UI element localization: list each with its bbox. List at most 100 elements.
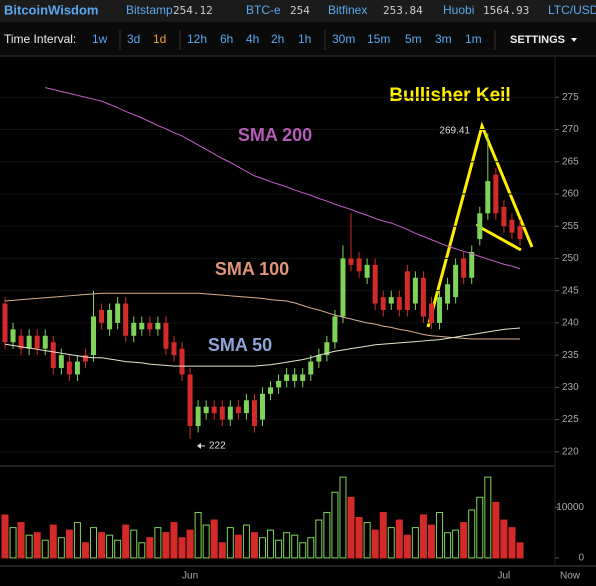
- interval-button[interactable]: 1d: [153, 32, 166, 46]
- candle-body: [171, 342, 177, 356]
- candle-body: [445, 284, 451, 304]
- settings-button[interactable]: SETTINGS: [510, 34, 565, 46]
- exchange-name[interactable]: Bitstamp: [126, 3, 173, 17]
- interval-button[interactable]: 4h: [246, 32, 259, 46]
- candle-body: [292, 374, 298, 381]
- sma-label: SMA 200: [238, 125, 312, 145]
- volume-bar: [331, 491, 339, 559]
- volume-bar: [395, 519, 403, 559]
- candle-body: [115, 303, 121, 323]
- candle-body: [147, 322, 153, 330]
- volume-bar: [436, 511, 444, 559]
- annotation-title: Bullisher Keil: [389, 85, 510, 106]
- volume-bar: [138, 542, 146, 559]
- candle-body: [82, 355, 88, 362]
- candle-body: [284, 374, 290, 381]
- exchange-name[interactable]: Bitfinex: [328, 3, 367, 17]
- interval-button[interactable]: 3m: [435, 32, 452, 46]
- volume-bar: [492, 501, 500, 559]
- pair[interactable]: LTC/USD: [548, 3, 596, 17]
- y-tick-label: 255: [562, 221, 579, 232]
- volume-bar: [452, 529, 460, 559]
- y-tick-label: 235: [562, 350, 579, 361]
- candle-body: [179, 348, 185, 375]
- volume-bar: [33, 532, 41, 559]
- candle-body: [99, 309, 105, 323]
- volume-bar: [154, 527, 162, 559]
- interval-button[interactable]: 5m: [405, 32, 422, 46]
- interval-button[interactable]: 1m: [465, 32, 482, 46]
- volume-bar: [508, 527, 516, 559]
- y-tick-label: 265: [562, 156, 579, 167]
- sma-line: [4, 327, 521, 367]
- interval-button[interactable]: 15m: [367, 32, 390, 46]
- exchange-price: 253.84: [383, 4, 423, 17]
- volume-bar: [275, 539, 283, 559]
- volume-bar: [250, 532, 258, 559]
- volume-bar: [444, 532, 452, 559]
- y-tick-label: 230: [562, 382, 579, 393]
- interval-button[interactable]: 1h: [298, 32, 311, 46]
- candle-body: [243, 400, 249, 414]
- y-tick-label: 220: [562, 446, 579, 457]
- candle-body: [235, 406, 241, 414]
- candle-body: [493, 174, 499, 214]
- y-tick-label: 270: [562, 124, 579, 135]
- candle-body: [18, 335, 24, 349]
- volume-bar: [49, 524, 57, 559]
- candle-body: [91, 316, 97, 356]
- candle-body: [477, 213, 483, 240]
- volume-bar: [170, 522, 178, 559]
- y-tick-label: 275: [562, 92, 579, 103]
- exchange-name[interactable]: Huobi: [443, 3, 474, 17]
- candle-body: [268, 387, 274, 394]
- interval-button[interactable]: 6h: [220, 32, 233, 46]
- interval-button[interactable]: 2h: [271, 32, 284, 46]
- volume-bar: [41, 539, 49, 559]
- exchange-name[interactable]: BTC-e: [246, 3, 281, 17]
- volume-bar: [299, 542, 307, 559]
- settings-caret: [571, 38, 577, 42]
- candle-body: [485, 181, 491, 214]
- volume-bar: [379, 511, 387, 559]
- volume-tick-label: 10000: [556, 502, 584, 513]
- volume-bar: [57, 537, 65, 559]
- candle-body: [251, 400, 257, 427]
- pattern-drawing: [426, 121, 534, 328]
- exchange-price: 254.12: [173, 4, 213, 17]
- volume-bar: [186, 529, 194, 559]
- candle-body: [139, 322, 145, 330]
- volume-bar: [371, 529, 379, 559]
- candle-body: [155, 322, 161, 330]
- volume-tick-label: 0: [578, 553, 584, 564]
- exchange-price: 1564.93: [483, 4, 529, 17]
- candle-body: [332, 316, 338, 343]
- low-label: 222: [209, 441, 226, 452]
- candle-body: [428, 303, 434, 323]
- volume-bar: [500, 519, 508, 559]
- y-tick-label: 250: [562, 253, 579, 264]
- volume-bar: [202, 524, 210, 559]
- volume-bar: [291, 534, 299, 559]
- y-tick-label: 240: [562, 318, 579, 329]
- volume-bar: [283, 532, 291, 559]
- volume-bar: [387, 527, 395, 559]
- volume-bar: [65, 529, 73, 559]
- candle-body: [396, 297, 402, 310]
- candle-body: [388, 297, 394, 304]
- interval-button[interactable]: 12h: [187, 32, 207, 46]
- volume-bar: [226, 527, 234, 559]
- candle-body: [227, 406, 233, 420]
- volume-bar: [339, 476, 347, 559]
- volume-bar: [81, 542, 89, 559]
- volume-bar: [468, 509, 476, 559]
- interval-button[interactable]: 30m: [332, 32, 355, 46]
- interval-button[interactable]: 3d: [127, 32, 140, 46]
- candle-body: [276, 380, 282, 388]
- interval-button[interactable]: 1w: [92, 32, 108, 46]
- candle-body: [300, 374, 306, 381]
- brand: BitcoinWisdom: [4, 2, 99, 17]
- candle-body: [2, 303, 8, 343]
- sma-line: [45, 87, 521, 270]
